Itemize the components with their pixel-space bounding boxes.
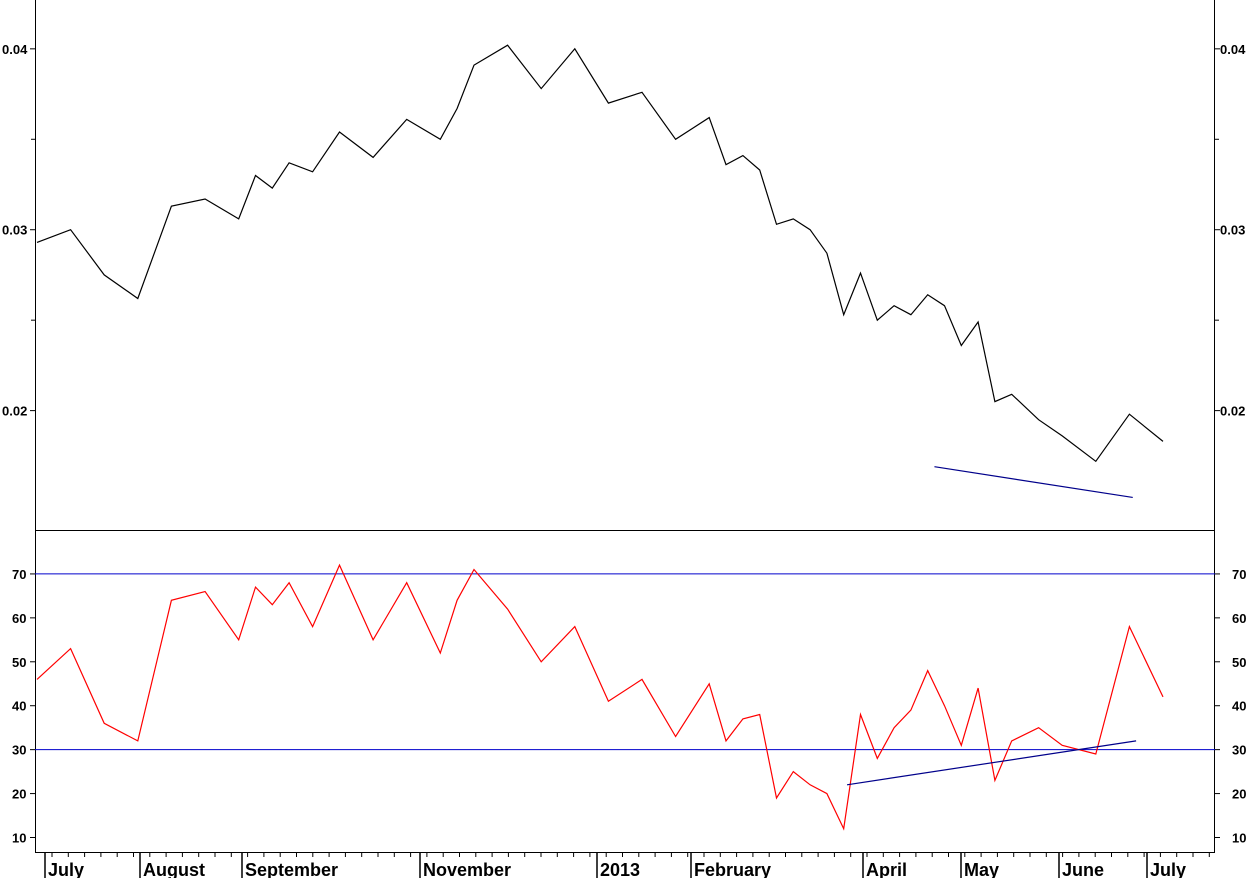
rsi-tick-label-right: 50 (1232, 655, 1246, 670)
price-tick-label-right: 0.02 (1220, 404, 1245, 419)
rsi-tick-label-right: 40 (1232, 699, 1246, 714)
rsi-tick-label-right: 60 (1232, 611, 1246, 626)
month-label: May (964, 860, 999, 878)
rsi-tick-label-right: 70 (1232, 567, 1246, 582)
price-line (36, 44, 1164, 463)
price-tick-label-right: 0.04 (1220, 42, 1246, 57)
rsi-tick-label-left: 10 (12, 831, 26, 846)
month-label: June (1062, 860, 1104, 878)
rsi-tick-label-left: 60 (12, 611, 26, 626)
price-tick-label-left: 0.04 (2, 42, 28, 57)
rsi-tick-label-right: 10 (1232, 831, 1246, 846)
price-y-axis: 0.02 0.02 0.03 0.03 0.04 0.04 (2, 42, 1246, 419)
month-label: April (866, 860, 907, 878)
rsi-tick-label-left: 30 (12, 743, 26, 758)
rsi-reference-lines (35, 573, 1215, 751)
month-label: July (1150, 860, 1186, 878)
month-label: 2013 (600, 860, 640, 878)
rsi-line (36, 563, 1164, 831)
month-label: August (143, 860, 205, 878)
price-trendline (934, 466, 1133, 499)
price-tick-label-left: 0.03 (2, 223, 27, 238)
x-axis-ticks (44, 852, 1210, 878)
rsi-tick-label-left: 40 (12, 699, 26, 714)
month-label: July (48, 860, 84, 878)
price-tick-label-left: 0.02 (2, 404, 27, 419)
month-label: September (245, 860, 338, 878)
rsi-tick-label-left: 70 (12, 567, 26, 582)
rsi-trendline (846, 740, 1137, 786)
price-tick-label-right: 0.03 (1220, 223, 1245, 238)
x-axis-month-labels: July August September November 2013 February A… (48, 860, 1186, 878)
month-label: November (423, 860, 511, 878)
rsi-tick-label-left: 50 (12, 655, 26, 670)
rsi-panel: 10 10 20 20 30 30 40 40 50 50 60 60 70 70 (12, 530, 1246, 852)
month-label: February (694, 860, 771, 878)
rsi-tick-label-left: 20 (12, 787, 26, 802)
price-panel: 0.02 0.02 0.03 0.03 0.04 0.04 (2, 0, 1246, 530)
rsi-y-axis: 10 10 20 20 30 30 40 40 50 50 60 60 70 70 (12, 567, 1246, 846)
rsi-tick-label-right: 20 (1232, 787, 1246, 802)
rsi-tick-label-right: 30 (1232, 743, 1246, 758)
x-axis: July August September November 2013 February A… (35, 852, 1215, 878)
